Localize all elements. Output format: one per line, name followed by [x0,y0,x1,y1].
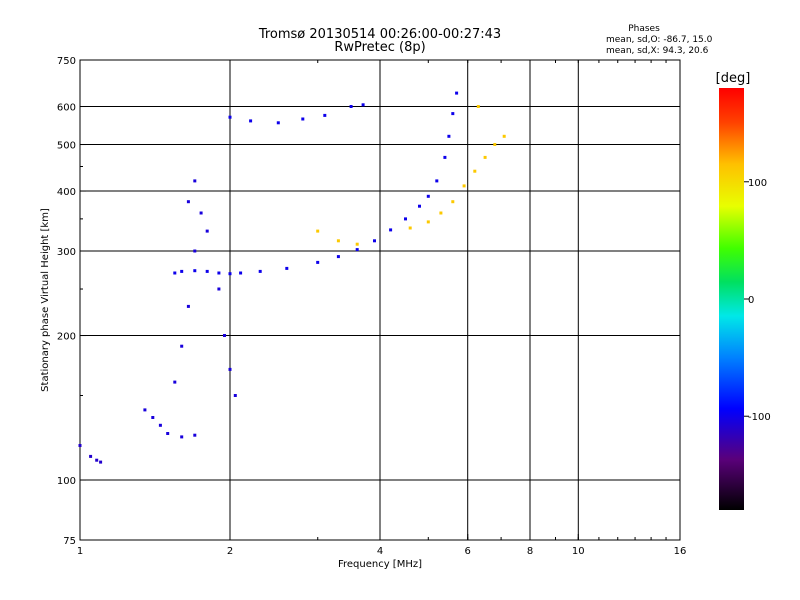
phase-stats-o: mean, sd,O: -86.7, 15.0 [606,35,713,45]
data-point [143,408,147,412]
data-point [404,217,407,221]
data-point [483,155,487,159]
data-point [193,433,197,437]
colorbar-ticks: 100 0 -100 [744,178,771,423]
data-point [78,444,82,447]
y-axis-ticks: 75 100 200 300 400 500 600 750 [57,56,86,547]
data-point [99,460,103,464]
chart-subtitle: RwPretec (8p) [334,40,425,55]
data-point [193,269,197,273]
y-tick-label: 75 [63,536,76,547]
data-point [476,105,480,108]
x-axis-ticks: 1 2 4 6 8 10 16 [77,60,687,557]
data-point [186,200,190,204]
colorbar-tick-label: 100 [748,178,767,189]
x-tick-label: 8 [527,546,533,557]
data-point [186,304,190,308]
colorbar-tick-label: -100 [748,412,771,423]
data-point [301,117,305,121]
data-point [336,239,340,243]
data-point [166,432,170,435]
data-point [89,454,93,458]
colorbar-gradient [719,88,744,510]
data-point [455,91,459,95]
data-point [205,269,209,273]
data-point [228,367,232,371]
y-axis-label: Stationary phase Virtual Height [km] [40,208,51,392]
data-point [323,113,327,117]
y-tick-label: 200 [57,332,76,343]
data-point [258,269,262,273]
data-point [473,169,477,173]
data-point [180,435,184,439]
x-tick-label: 16 [674,546,687,557]
data-point [447,134,451,138]
data-point [158,423,162,427]
y-tick-label: 750 [57,56,76,67]
data-point [451,112,455,116]
data-point [355,242,359,246]
data-point [435,179,439,183]
x-tick-label: 6 [465,546,471,557]
data-point [180,344,184,348]
x-tick-label: 10 [572,546,585,557]
data-point [239,271,243,275]
data-point [418,204,421,208]
y-tick-label: 600 [57,103,76,114]
data-point [439,211,443,215]
colorbar-unit-label: [deg] [716,71,751,86]
y-tick-label: 300 [57,247,76,258]
x-tick-label: 4 [377,546,383,557]
data-point [451,200,455,204]
x-axis-label: Frequency [MHz] [338,559,422,570]
phase-stats-title: Phases [628,24,660,34]
data-point [193,179,197,183]
data-point [199,211,203,215]
colorbar-tick-label: 0 [748,295,754,306]
data-point [173,380,177,384]
grid-layer [80,60,680,540]
chart-title: Tromsø 20130514 00:26:00-00:27:43 [258,27,501,42]
data-point [462,184,466,188]
colorbar: [deg] 100 0 -100 [716,71,771,510]
y-tick-label: 400 [57,187,76,198]
data-point [408,226,412,230]
data-point [233,394,237,397]
data-point [493,143,497,146]
data-point [151,416,155,419]
phase-stats-x: mean, sd,X: 94.3, 20.6 [606,46,709,56]
data-point [217,271,221,275]
x-tick-label: 1 [77,546,83,557]
data-point [316,260,320,264]
data-point [316,229,320,233]
data-point [249,119,253,123]
data-point [217,287,221,291]
data-point [205,229,209,233]
data-point [336,255,340,259]
data-point [228,115,232,119]
data-point [373,239,376,243]
data-point [426,220,430,224]
data-point [389,228,393,232]
data-point [173,271,177,275]
data-point [285,266,289,270]
data-points [78,91,506,464]
data-point [276,121,280,125]
y-tick-label: 100 [57,476,76,487]
data-point [502,134,506,138]
data-point [426,194,430,198]
data-point [95,458,99,462]
data-point [180,269,184,273]
data-point [361,103,365,107]
x-tick-label: 2 [227,546,233,557]
data-point [228,272,232,276]
y-tick-label: 500 [57,141,76,152]
data-point [443,155,447,159]
data-point [193,249,197,253]
data-point [355,248,359,252]
plot-area: 1 2 4 6 8 10 16 75 100 200 300 400 500 600 750 [57,56,686,557]
data-point [223,334,226,337]
data-point [349,105,353,108]
